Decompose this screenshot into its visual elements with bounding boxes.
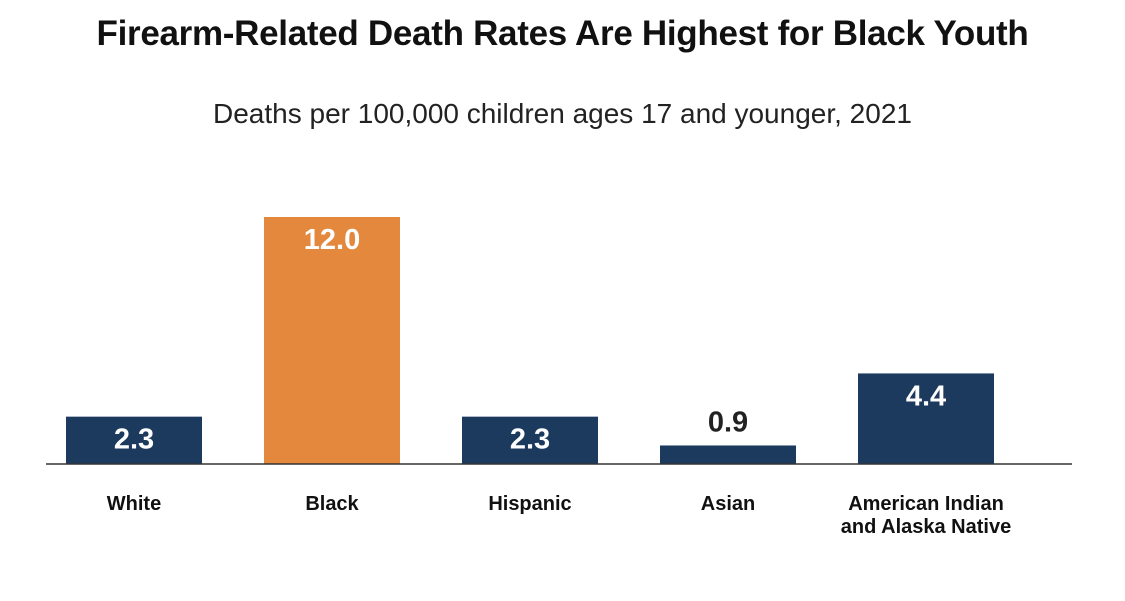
bar-black [264,217,400,464]
value-label-american-indian-and-alaska-native: 4.4 [906,380,946,412]
category-label-asian: Asian [701,493,755,515]
category-label-hispanic: Hispanic [488,493,571,515]
category-label-american-indian-and-alaska-native: American Indian and Alaska Native [841,493,1011,538]
bar-hispanic [462,416,598,464]
chart-subtitle: Deaths per 100,000 children ages 17 and … [213,98,912,129]
bar-asian [660,445,796,464]
bar-white [66,416,202,464]
category-label-white: White [107,493,161,515]
category-label-black: Black [305,493,359,515]
bar-american-indian-and-alaska-native [858,373,994,464]
chart-title: Firearm-Related Death Rates Are Highest … [96,14,1029,53]
value-label-black: 12.0 [304,224,360,256]
value-label-hispanic: 2.3 [510,424,550,456]
value-label-white: 2.3 [114,424,154,456]
value-label-asian: 0.9 [708,406,748,438]
